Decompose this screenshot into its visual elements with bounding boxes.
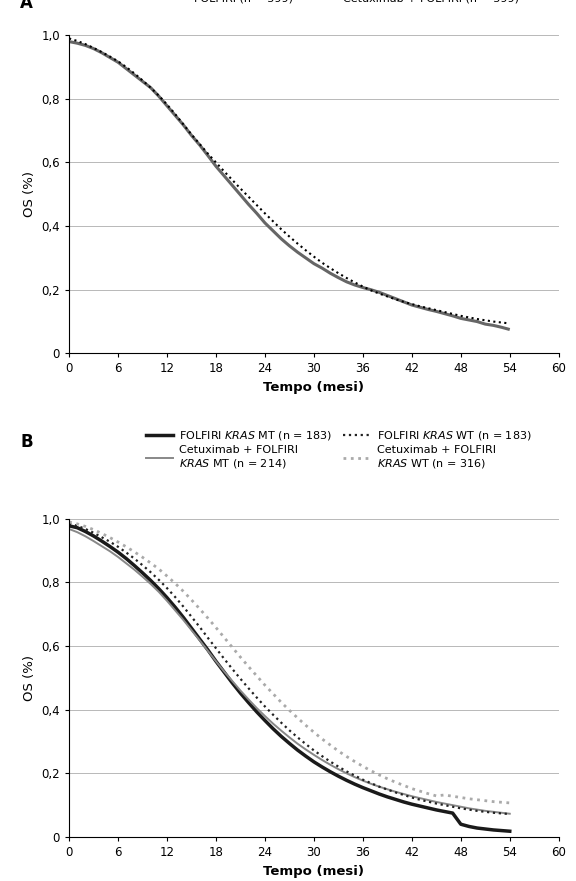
Legend: FOLFIRI (n = 599), Cetuximab + FOLFIRI (n = 599): FOLFIRI (n = 599), Cetuximab + FOLFIRI (…: [158, 0, 519, 3]
Text: B: B: [20, 433, 33, 451]
Y-axis label: OS (%): OS (%): [23, 655, 36, 701]
Text: A: A: [20, 0, 33, 11]
Legend: FOLFIRI $\it{KRAS}$ MT (n = 183), Cetuximab + FOLFIRI
$\it{KRAS}$ MT (n = 214), : FOLFIRI $\it{KRAS}$ MT (n = 183), Cetuxi…: [146, 429, 531, 470]
Y-axis label: OS (%): OS (%): [23, 171, 36, 218]
X-axis label: Tempo (mesi): Tempo (mesi): [263, 381, 365, 394]
X-axis label: Tempo (mesi): Tempo (mesi): [263, 864, 365, 877]
